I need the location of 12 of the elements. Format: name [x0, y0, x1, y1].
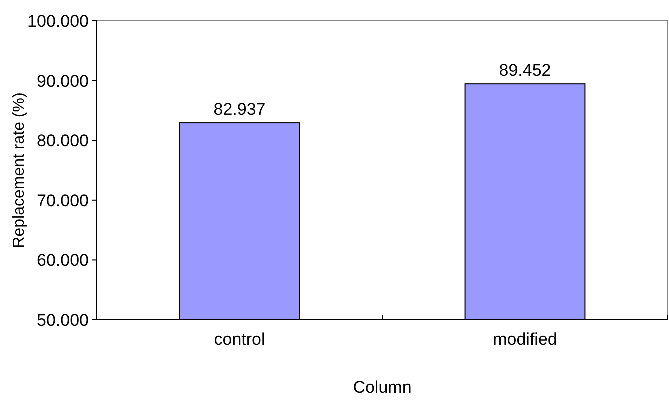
data-label: 89.452 — [499, 61, 552, 80]
y-tick-label: 80.000 — [37, 132, 89, 151]
y-tick-label: 50.000 — [37, 310, 89, 330]
x-axis-title: Column — [353, 378, 412, 397]
data-label: 82.937 — [214, 100, 266, 120]
y-tick-label: 70.000 — [37, 191, 89, 210]
x-tick-label: control — [214, 330, 266, 349]
y-tick-label: 100.000 — [28, 12, 89, 31]
x-tick-label: modified — [493, 330, 558, 349]
y-axis-title: Replacement rate (%) — [11, 92, 28, 248]
y-tick-label: 90.000 — [37, 72, 89, 91]
y-tick-label: 60.000 — [37, 251, 89, 270]
